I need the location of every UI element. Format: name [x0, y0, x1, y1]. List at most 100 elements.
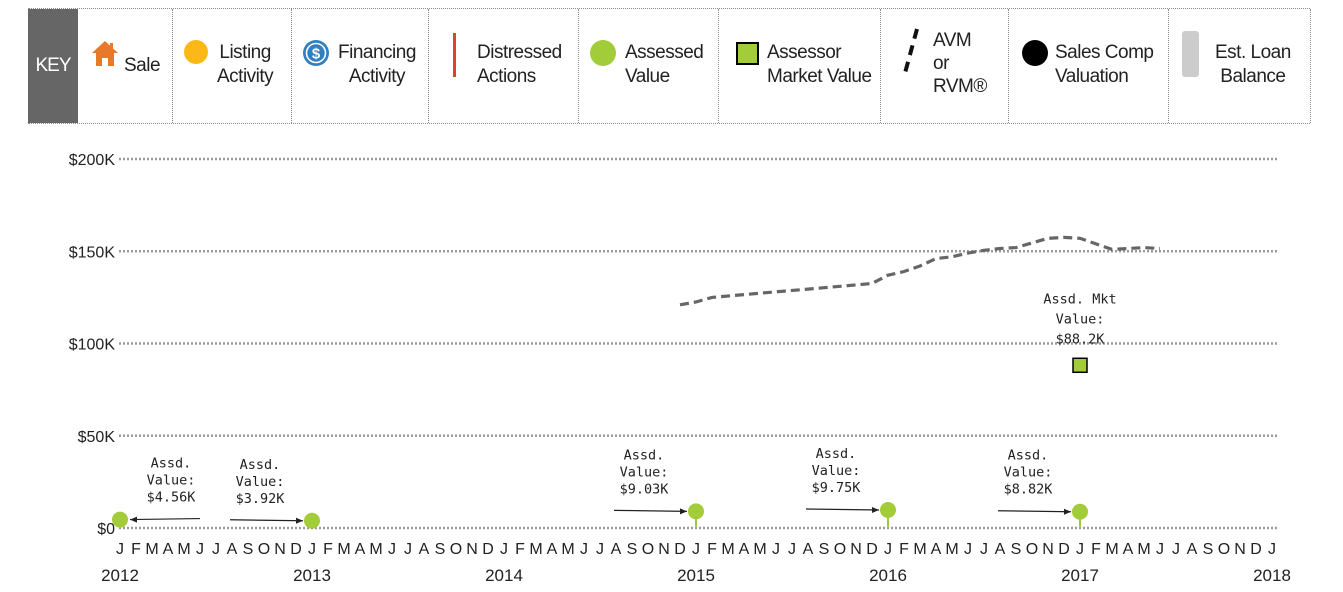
month-tick-label: S: [627, 541, 638, 558]
month-tick-label: J: [580, 541, 588, 558]
month-tick-label: A: [995, 541, 1006, 558]
month-tick-label: F: [899, 541, 909, 558]
month-tick-label: D: [1058, 541, 1070, 558]
month-tick-label: M: [145, 541, 158, 558]
green-square-icon: [736, 42, 759, 65]
assessed-value-point: [688, 503, 704, 520]
month-tick-label: A: [419, 541, 430, 558]
annotation-arrow-line: [229, 519, 304, 522]
year-label: 2018: [1253, 566, 1291, 585]
assessed-value-annotation: $9.03K: [620, 481, 670, 497]
year-label: 2012: [101, 566, 139, 585]
assessed-value-annotation: Assd.: [151, 456, 192, 472]
legend-item-listing: Listing Activity: [172, 9, 292, 123]
year-label: 2016: [869, 566, 907, 585]
legend-item-assessed: Assessed Value: [578, 9, 719, 123]
month-tick-label: A: [355, 541, 366, 558]
legend-label-sales-comp: Sales Comp Valuation: [1055, 42, 1154, 87]
annotation-arrow-line: [613, 509, 688, 512]
month-tick-label: O: [450, 541, 462, 558]
month-tick-label: D: [1250, 541, 1262, 558]
year-label: 2014: [485, 566, 523, 585]
month-tick-label: M: [945, 541, 958, 558]
month-tick-label: N: [1234, 541, 1246, 558]
legend-label-assessor-market: Assessor Market Value: [767, 42, 872, 87]
month-tick-label: F: [515, 541, 525, 558]
month-tick-label: O: [834, 541, 846, 558]
month-tick-label: J: [788, 541, 796, 558]
assessed-value-point: [1072, 503, 1088, 520]
black-circle-icon: [1022, 40, 1048, 66]
month-tick-label: O: [1218, 541, 1230, 558]
month-tick-label: M: [529, 541, 542, 558]
month-tick-label: A: [163, 541, 174, 558]
legend: KEY Sale Listing Activity $ Financing Acti…: [28, 8, 1311, 124]
legend-label-avm: AVM or RVM®: [933, 30, 987, 97]
legend-item-financing: $ Financing Activity: [291, 9, 429, 123]
legend-item-distressed: Distressed Actions: [428, 9, 579, 123]
month-tick-label: A: [611, 541, 622, 558]
legend-label-assessed: Assessed Value: [625, 42, 704, 87]
month-tick-label: A: [547, 541, 558, 558]
month-tick-label: N: [658, 541, 670, 558]
month-tick-label: J: [308, 541, 316, 558]
month-tick-label: J: [212, 541, 220, 558]
assessed-value-annotation: $8.82K: [1004, 482, 1054, 498]
month-tick-label: F: [131, 541, 141, 558]
assessor-market-annotation: Value:: [1056, 311, 1105, 327]
year-label: 2015: [677, 566, 715, 585]
month-tick-label: A: [739, 541, 750, 558]
month-tick-label: M: [1137, 541, 1150, 558]
month-tick-label: J: [500, 541, 508, 558]
annotation-arrow-line: [805, 508, 880, 511]
dollar-icon: $: [303, 40, 329, 66]
month-tick-label: A: [227, 541, 238, 558]
month-tick-label: O: [1026, 541, 1038, 558]
assessed-value-annotation: Value:: [147, 473, 196, 489]
legend-item-assessor-market: Assessor Market Value: [718, 9, 881, 123]
month-tick-label: M: [369, 541, 382, 558]
annotation-arrow-line: [129, 517, 201, 521]
assessed-value-annotation: Value:: [812, 463, 861, 479]
legend-item-sale: Sale: [78, 9, 172, 123]
month-tick-label: J: [196, 541, 204, 558]
annotation-arrow-line: [997, 510, 1072, 513]
house-icon: [92, 41, 118, 66]
legend-item-sales-comp: Sales Comp Valuation: [1008, 9, 1169, 123]
month-tick-label: S: [1011, 541, 1022, 558]
year-label: 2013: [293, 566, 331, 585]
assessor-market-value-point: [1072, 357, 1088, 374]
assessed-value-annotation: $3.92K: [236, 491, 286, 507]
distressed-bar-icon: [453, 33, 456, 77]
month-tick-label: A: [1123, 541, 1134, 558]
green-circle-icon: [590, 40, 616, 66]
dashed-line-icon: [903, 28, 919, 74]
month-tick-label: J: [964, 541, 972, 558]
month-tick-label: J: [1156, 541, 1164, 558]
legend-key-label: KEY: [28, 9, 78, 123]
month-tick-label: J: [404, 541, 412, 558]
legend-label-financing: Financing Activity: [338, 42, 416, 87]
month-tick-label: N: [850, 541, 862, 558]
assessor-market-annotation: Assd. Mkt: [1043, 291, 1116, 307]
month-tick-label: S: [435, 541, 446, 558]
month-tick-label: O: [258, 541, 270, 558]
month-tick-label: S: [1203, 541, 1214, 558]
svg-text:$: $: [312, 46, 321, 63]
month-tick-label: M: [753, 541, 766, 558]
month-tick-label: N: [466, 541, 478, 558]
yellow-circle-icon: [184, 40, 208, 64]
month-tick-label: M: [913, 541, 926, 558]
month-tick-label: F: [323, 541, 333, 558]
avm-line: [679, 235, 1161, 307]
month-tick-label: M: [1105, 541, 1118, 558]
assessed-value-point: [880, 502, 896, 519]
assessed-value-annotation: Assd.: [624, 447, 665, 463]
month-tick-label: F: [1091, 541, 1101, 558]
month-tick-label: A: [931, 541, 942, 558]
assessed-value-annotation: Assd.: [1008, 448, 1049, 464]
legend-label-listing: Listing Activity: [217, 42, 274, 87]
month-tick-label: J: [1268, 541, 1276, 558]
month-tick-label: N: [274, 541, 286, 558]
